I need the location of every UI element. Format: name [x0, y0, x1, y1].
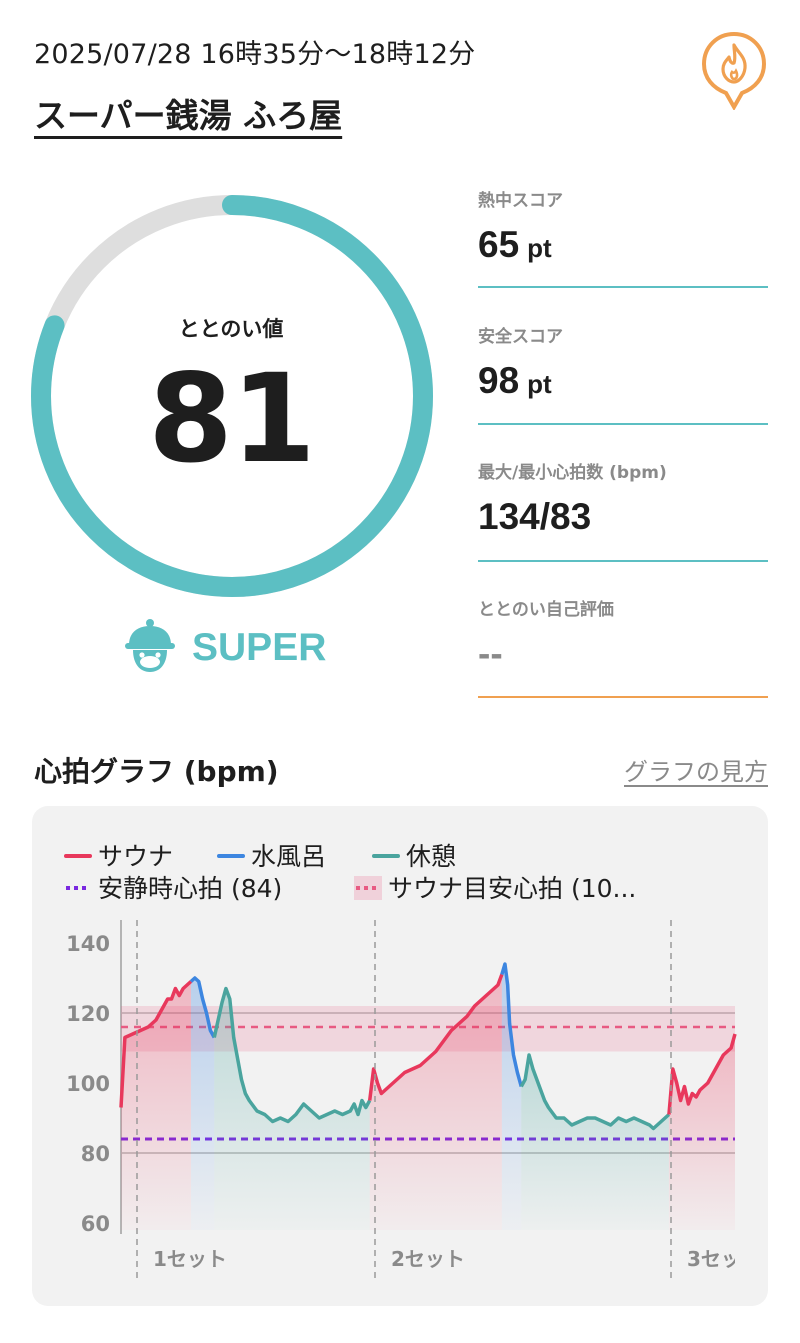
stat-divider	[478, 560, 768, 562]
fire-pin-button[interactable]	[699, 30, 769, 112]
set-label: 2セット	[391, 1247, 465, 1271]
stat-value: 65 pt	[478, 224, 768, 266]
stat-value: 98 pt	[478, 360, 768, 402]
graph-guide-link[interactable]: グラフの見方	[624, 758, 768, 786]
area-sauna	[369, 974, 502, 1230]
legend-label-sauna: サウナ	[98, 842, 173, 871]
stat-safety-score: 安全スコア 98 pt	[478, 322, 768, 425]
stat-unit: pt	[527, 369, 552, 399]
session-datetime: 2025/07/28 16時35分〜18時12分	[34, 39, 476, 70]
y-tick-label: 140	[66, 932, 110, 956]
y-tick-label: 80	[81, 1142, 110, 1166]
heart-graph-title: 心拍グラフ (bpm)	[34, 755, 279, 788]
flame-pin-icon	[701, 31, 767, 112]
stat-label: 最大/最小心拍数 (bpm)	[478, 463, 667, 483]
set-label: 3セット	[687, 1247, 761, 1271]
set-label: 1セット	[153, 1247, 227, 1271]
stat-heat-score: 熱中スコア 65 pt	[478, 186, 768, 288]
stat-label: 熱中スコア	[478, 191, 563, 211]
heart-rate-chart: サウナ 水風呂 休憩安静時心拍 (84) サウナ目安心拍 (10... 140 120 10…	[32, 806, 768, 1306]
area-sauna	[121, 981, 191, 1230]
area-water_bath	[190, 978, 215, 1230]
line-sauna	[119, 980, 193, 1108]
stat-value: --	[478, 633, 768, 675]
stat-divider	[478, 696, 768, 698]
ring-progress	[31, 195, 433, 597]
legend-label-rest: 休憩	[406, 842, 456, 871]
stat-value: 134/83	[478, 496, 768, 538]
stat-number: --	[478, 633, 503, 674]
stat-unit: pt	[527, 233, 552, 263]
line-water_bath	[500, 962, 523, 1087]
line-sauna	[667, 1033, 737, 1115]
rank-badge: SUPER	[124, 616, 326, 680]
area-water_bath	[501, 964, 522, 1230]
area-rest	[521, 1055, 669, 1230]
helmet-mascot-icon	[125, 619, 175, 672]
stat-number: 65	[478, 224, 520, 265]
legend-label-resting_hr: 安静時心拍 (84)	[98, 874, 282, 903]
stat-divider	[478, 286, 768, 288]
stat-label: 安全スコア	[478, 327, 563, 347]
y-tick-label: 100	[66, 1072, 110, 1096]
line-rest	[212, 986, 372, 1124]
stat-self-rating[interactable]: ととのい自己評価 --	[478, 595, 768, 698]
totonoi-value: 81	[148, 348, 316, 490]
line-rest	[519, 1053, 671, 1131]
legend-label-water_bath: 水風呂	[251, 842, 326, 871]
line-water_bath	[189, 976, 216, 1039]
legend-label-target_hr: サウナ目安心拍 (10...	[388, 874, 636, 903]
area-rest	[214, 988, 370, 1230]
stat-number: 134/83	[478, 496, 592, 537]
totonoi-ring	[31, 195, 433, 597]
stat-divider	[478, 423, 768, 425]
rank-label: SUPER	[192, 626, 327, 669]
facility-name[interactable]: スーパー銭湯 ふろ屋	[34, 96, 343, 135]
totonoi-label: ととのい値	[178, 317, 284, 341]
area-sauna	[668, 1034, 735, 1230]
stat-number: 98	[478, 360, 520, 401]
line-sauna	[367, 973, 504, 1101]
stat-label: ととのい自己評価	[478, 600, 614, 620]
y-tick-label: 60	[81, 1212, 110, 1236]
stat-heart-rate: 最大/最小心拍数 (bpm) 134/83	[478, 458, 768, 562]
y-tick-label: 120	[66, 1002, 110, 1026]
